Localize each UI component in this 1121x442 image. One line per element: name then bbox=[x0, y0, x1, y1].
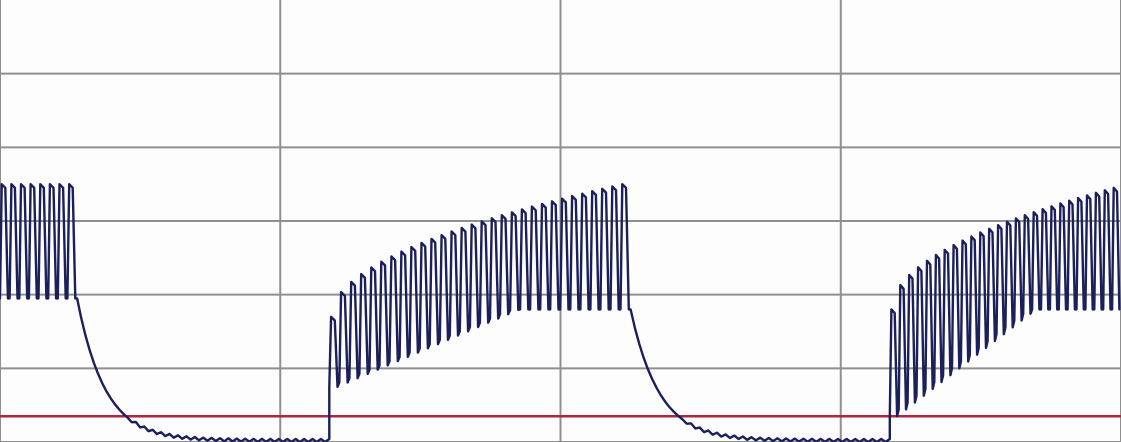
trace-line bbox=[0, 183, 1121, 442]
series-group bbox=[0, 183, 1121, 442]
